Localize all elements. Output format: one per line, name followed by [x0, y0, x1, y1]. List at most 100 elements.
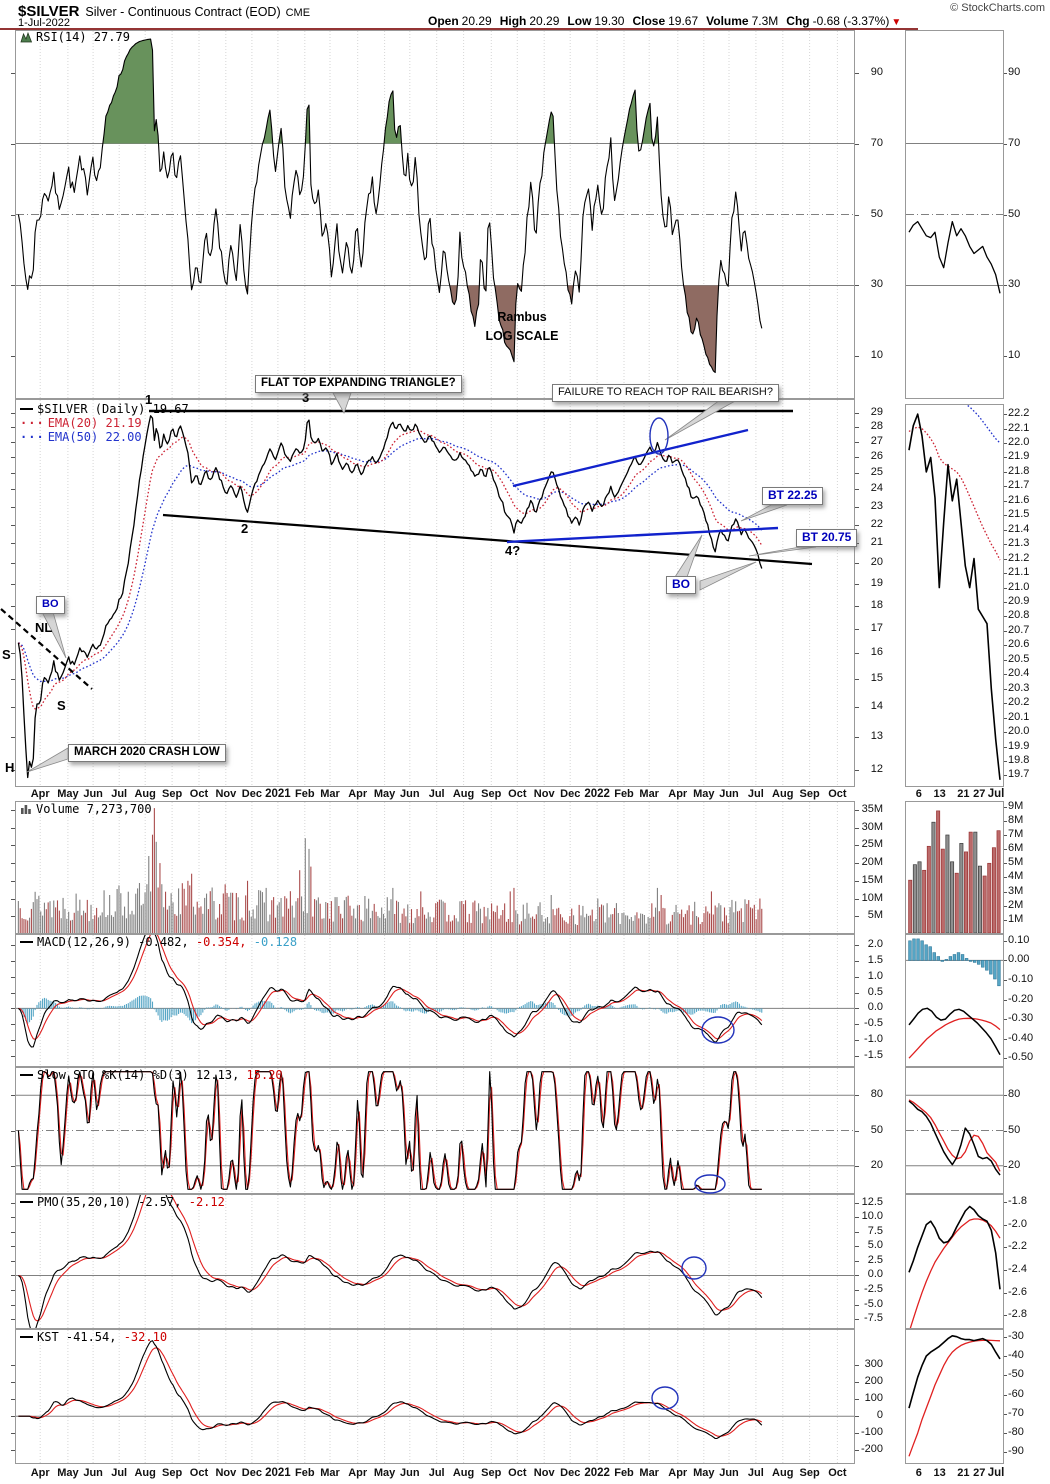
macd-mini-axis-tick: [1004, 999, 1007, 1001]
kst-axis-label: -100: [860, 1426, 883, 1439]
macd-hist-bar: [427, 1008, 429, 1012]
rsi-axis-tick: [855, 72, 859, 74]
point-label-1: 1: [145, 392, 153, 407]
price-axis-tick: [11, 628, 15, 630]
volume-bar: [179, 914, 181, 933]
kst-mini-axis-label: -70: [1008, 1406, 1024, 1419]
volume-bar: [51, 917, 53, 933]
open-value: 20.29: [461, 14, 492, 28]
macd-hist-bar: [567, 1008, 569, 1017]
volume-bar: [729, 907, 731, 933]
volume-mini-axis-tick: [1004, 820, 1007, 822]
macd-hist-bar: [69, 1007, 72, 1009]
volume-bar: [43, 902, 45, 933]
volume-bar: [120, 893, 122, 933]
kst-mini-axis-tick: [1004, 1336, 1007, 1338]
macd-hist-bar: [636, 1005, 638, 1009]
price-axis-tick: [855, 506, 859, 508]
volume-bar: [69, 920, 72, 933]
volume-bar: [573, 915, 575, 933]
volume-bar: [470, 922, 472, 933]
volume-bar: [219, 904, 221, 933]
month-label: Sep: [481, 788, 502, 800]
macd-hist-bar: [71, 1007, 73, 1009]
macd-hist-bar: [628, 1004, 631, 1009]
macd-hist-bar: [153, 1008, 155, 1010]
macd-hist-bar: [325, 1008, 327, 1013]
volume-bar: [401, 913, 403, 933]
macd-hist-bar: [34, 1008, 36, 1011]
macd-hist-bar: [271, 1002, 273, 1009]
month-label: Nov: [533, 788, 555, 800]
price-axis-label: 24: [870, 482, 883, 495]
macd-hist-bar: [710, 1008, 712, 1013]
volume-mini-axis-tick: [1004, 891, 1007, 893]
volume-bar: [205, 893, 208, 933]
macd-hist-bar: [280, 1007, 282, 1009]
macd-hist-bar: [45, 998, 47, 1009]
sto-axis-tick: [855, 1165, 859, 1167]
macd-legend-text: MACD(12,26,9) -0.482,: [37, 935, 189, 949]
macd-hist-bar: [163, 1008, 165, 1021]
volume-bar: [315, 900, 318, 933]
price-mini-axis-label: 19.9: [1008, 739, 1030, 752]
macd-mini-axis-label: -0.40: [1008, 1031, 1034, 1044]
volume-bar: [584, 917, 586, 933]
macd-hist-bar: [423, 1008, 426, 1014]
macd-hist-bar: [690, 1008, 692, 1015]
macd-hist-bar: [278, 1007, 280, 1009]
volume-bar: [155, 841, 157, 933]
month-label: Nov: [533, 1467, 555, 1479]
volume-bar: [135, 893, 137, 933]
macd-axis-label: 0.5: [867, 985, 883, 998]
month-label: Feb: [295, 1467, 315, 1479]
point-label-3: 3: [302, 390, 310, 405]
volume-bar: [502, 910, 504, 933]
macd-hist-bar: [649, 1007, 651, 1009]
volume-bar: [351, 915, 353, 933]
macd-hist-bar: [213, 1005, 215, 1009]
volume-bar: [614, 908, 616, 933]
volume-bar: [694, 901, 696, 933]
macd-hist-bar: [489, 1005, 491, 1009]
macd-hist-bar: [112, 1006, 114, 1009]
month-label: Feb: [614, 788, 634, 800]
volume-bar: [418, 916, 420, 933]
macd-hist-bar: [703, 1008, 705, 1011]
month-label: Jul: [747, 788, 764, 800]
macd-hist-bar: [289, 1008, 291, 1014]
volume-bar: [58, 910, 60, 933]
macd-hist-bar: [176, 1008, 178, 1016]
volume-bar: [71, 919, 73, 933]
macd-hist-bar: [356, 1006, 358, 1009]
pmo-mini-axis-label: -2.6: [1008, 1285, 1027, 1298]
macd-hist-bar: [315, 1008, 318, 1011]
panel-border: [15, 1329, 855, 1464]
macd-hist-bar: [586, 1004, 588, 1009]
macd-hist-bar: [28, 1008, 31, 1023]
volume-bar: [660, 895, 662, 933]
volume-bar: [293, 917, 295, 933]
volume-axis-label: 5M: [867, 909, 883, 922]
macd-hist-bar: [392, 1001, 394, 1009]
macd-hist-bar: [205, 1007, 208, 1009]
macd-mini-axis-label: 0.10: [1008, 933, 1030, 946]
macd-hist-bar: [148, 997, 150, 1009]
macd-hist-bar: [23, 1008, 25, 1017]
macd-hist-bar: [694, 1008, 696, 1014]
volume-bar: [750, 907, 752, 933]
mini-macd-hist-bar: [989, 960, 993, 975]
macd-hist-bar: [435, 1008, 437, 1011]
macd-hist-bar: [546, 1002, 549, 1009]
volume-bar: [232, 892, 234, 933]
volume-bar: [407, 904, 409, 933]
macd-hist-bar: [125, 1004, 127, 1009]
pmo-axis-label: 10.0: [861, 1210, 883, 1223]
price-axis-tick: [11, 563, 15, 565]
volume-bar: [552, 909, 554, 933]
price-axis-tick: [11, 769, 15, 771]
dotted-swatch-icon: ···: [20, 416, 45, 430]
macd-hist-bar: [653, 1008, 655, 1010]
volume-bar: [604, 922, 606, 933]
macd-axis-tick: [11, 1055, 15, 1057]
